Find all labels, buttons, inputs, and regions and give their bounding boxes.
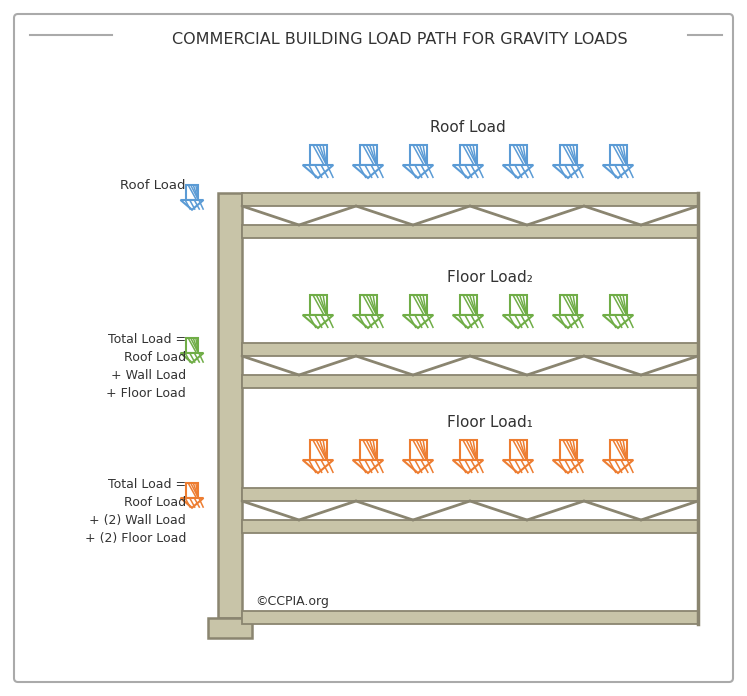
Polygon shape: [459, 145, 477, 165]
Polygon shape: [503, 460, 533, 473]
Text: COMMERCIAL BUILDING LOAD PATH FOR GRAVITY LOADS: COMMERCIAL BUILDING LOAD PATH FOR GRAVIT…: [173, 32, 627, 47]
Text: ©CCPIA.org: ©CCPIA.org: [255, 595, 329, 608]
Polygon shape: [560, 440, 577, 460]
Polygon shape: [509, 145, 527, 165]
Bar: [242, 193, 698, 206]
Polygon shape: [303, 460, 333, 473]
Polygon shape: [359, 295, 376, 315]
Polygon shape: [303, 315, 333, 328]
Polygon shape: [603, 460, 633, 473]
Polygon shape: [353, 315, 383, 328]
Bar: [242, 225, 698, 238]
Polygon shape: [309, 440, 326, 460]
Polygon shape: [610, 295, 627, 315]
Polygon shape: [409, 440, 427, 460]
Polygon shape: [353, 460, 383, 473]
Polygon shape: [553, 315, 583, 328]
Polygon shape: [503, 315, 533, 328]
Polygon shape: [459, 295, 477, 315]
Polygon shape: [353, 165, 383, 178]
Polygon shape: [359, 145, 376, 165]
Polygon shape: [181, 498, 203, 508]
Polygon shape: [603, 315, 633, 328]
Bar: [242, 488, 698, 501]
Bar: [242, 343, 698, 356]
Polygon shape: [409, 295, 427, 315]
Polygon shape: [185, 338, 199, 353]
Text: Roof Load: Roof Load: [430, 120, 506, 135]
Polygon shape: [603, 165, 633, 178]
Polygon shape: [403, 460, 433, 473]
Polygon shape: [459, 440, 477, 460]
Text: Total Load =
  Roof Load
+ (2) Wall Load
+ (2) Floor Load: Total Load = Roof Load + (2) Wall Load +…: [84, 478, 186, 545]
Polygon shape: [560, 145, 577, 165]
Polygon shape: [403, 315, 433, 328]
Polygon shape: [309, 295, 326, 315]
Polygon shape: [553, 165, 583, 178]
Polygon shape: [610, 440, 627, 460]
Text: Floor Load₁: Floor Load₁: [447, 415, 533, 430]
Polygon shape: [181, 353, 203, 363]
Polygon shape: [553, 460, 583, 473]
Polygon shape: [309, 145, 326, 165]
FancyBboxPatch shape: [14, 14, 733, 682]
Polygon shape: [185, 483, 199, 498]
Bar: [242, 520, 698, 533]
Polygon shape: [409, 145, 427, 165]
Polygon shape: [560, 295, 577, 315]
Text: Total Load =
  Roof Load
+ Wall Load
+ Floor Load: Total Load = Roof Load + Wall Load + Flo…: [106, 333, 186, 400]
Bar: [242, 611, 698, 624]
Polygon shape: [359, 440, 376, 460]
Bar: [218, 193, 242, 618]
Polygon shape: [509, 440, 527, 460]
Polygon shape: [503, 165, 533, 178]
Polygon shape: [509, 295, 527, 315]
Polygon shape: [610, 145, 627, 165]
Polygon shape: [181, 200, 203, 209]
Polygon shape: [403, 165, 433, 178]
Polygon shape: [453, 460, 483, 473]
Bar: [208, 618, 252, 638]
Bar: [242, 375, 698, 388]
Text: Floor Load₂: Floor Load₂: [447, 270, 533, 285]
Polygon shape: [185, 185, 199, 200]
Polygon shape: [453, 315, 483, 328]
Polygon shape: [453, 165, 483, 178]
Polygon shape: [303, 165, 333, 178]
Text: Roof Load: Roof Load: [120, 179, 186, 192]
